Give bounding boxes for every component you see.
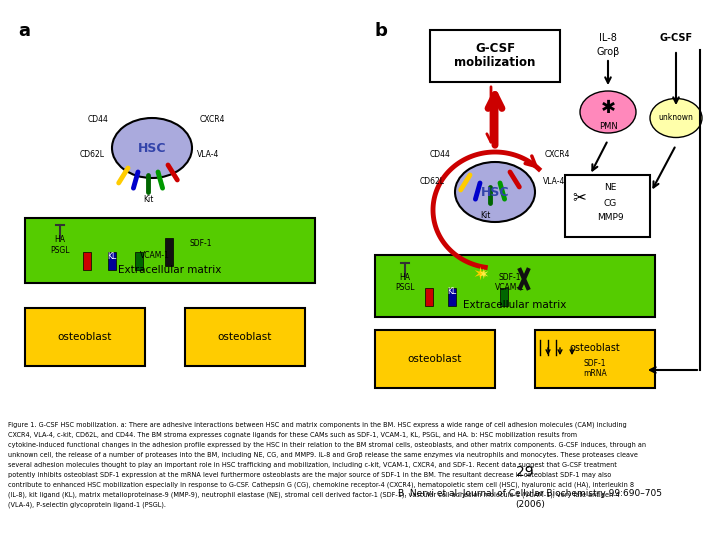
Bar xyxy=(375,330,495,388)
Text: osteoblast: osteoblast xyxy=(408,354,462,364)
Text: unknown: unknown xyxy=(659,113,693,123)
Text: CXCR4: CXCR4 xyxy=(545,151,570,159)
Text: several adhesion molecules thought to play an important role in HSC trafficking : several adhesion molecules thought to pl… xyxy=(8,462,617,468)
Text: mobilization: mobilization xyxy=(454,57,536,70)
Text: osteoblast: osteoblast xyxy=(218,332,272,342)
Text: SDF-1: SDF-1 xyxy=(499,273,521,282)
Bar xyxy=(500,288,508,306)
Text: CD62L: CD62L xyxy=(80,151,105,159)
Bar xyxy=(425,288,433,306)
Text: B. Nervi et al. Journal of Cellular Biochemistry 99:690–705: B. Nervi et al. Journal of Cellular Bioc… xyxy=(398,489,662,497)
Text: CD44: CD44 xyxy=(429,151,450,159)
Text: CD62L: CD62L xyxy=(420,178,445,186)
Text: PSGL: PSGL xyxy=(395,284,415,293)
Text: mRNA: mRNA xyxy=(583,368,607,377)
Text: SDF-1: SDF-1 xyxy=(584,359,606,368)
Text: HA: HA xyxy=(55,235,66,245)
Bar xyxy=(108,252,116,270)
Bar xyxy=(565,175,650,237)
Text: unknown cell, the release of a number of proteases into the BM, including NE, CG: unknown cell, the release of a number of… xyxy=(8,452,638,458)
Text: ✱: ✱ xyxy=(600,99,616,117)
Text: (IL-8), kit ligand (KL), matrix metalloproteinase-9 (MMP-9), neutrophil elastase: (IL-8), kit ligand (KL), matrix metallop… xyxy=(8,492,620,498)
Text: b: b xyxy=(375,22,388,40)
Text: VLA-4: VLA-4 xyxy=(197,151,220,159)
Text: SDF-1: SDF-1 xyxy=(190,239,212,247)
Text: IL-8: IL-8 xyxy=(599,33,617,43)
Text: Figure 1. G-CSF HSC mobilization. a: There are adhesive interactions between HSC: Figure 1. G-CSF HSC mobilization. a: The… xyxy=(8,422,626,429)
Text: G-CSF: G-CSF xyxy=(660,33,693,43)
Text: Groβ: Groβ xyxy=(596,47,620,57)
Text: G-CSF: G-CSF xyxy=(475,42,515,55)
Text: HA: HA xyxy=(400,273,410,282)
Text: VCAM-1: VCAM-1 xyxy=(140,251,170,260)
Text: VCAM-1: VCAM-1 xyxy=(495,284,525,293)
Circle shape xyxy=(580,91,636,133)
Text: MMP9: MMP9 xyxy=(597,213,624,222)
Text: CD44: CD44 xyxy=(87,116,108,125)
Text: potently inhibits osteoblast SDF-1 expression at the mRNA level furthermore oste: potently inhibits osteoblast SDF-1 expre… xyxy=(8,472,611,478)
Bar xyxy=(25,218,315,283)
Text: CXCR4: CXCR4 xyxy=(200,116,225,125)
Text: PSGL: PSGL xyxy=(50,246,70,254)
Text: CXCR4, VLA-4, c-kit, CD62L, and CD44. The BM stroma expresses cognate ligands fo: CXCR4, VLA-4, c-kit, CD62L, and CD44. Th… xyxy=(8,432,577,438)
Text: 29: 29 xyxy=(516,465,534,479)
Bar xyxy=(375,255,655,317)
Text: CG: CG xyxy=(603,199,616,207)
Text: PMN: PMN xyxy=(598,122,617,131)
Text: HSC: HSC xyxy=(481,186,509,199)
Circle shape xyxy=(650,98,702,138)
Text: (2006): (2006) xyxy=(515,501,545,510)
Text: ✶: ✶ xyxy=(472,266,487,284)
Text: Kit: Kit xyxy=(480,211,490,219)
Bar xyxy=(448,288,456,306)
Bar xyxy=(83,252,91,270)
Text: KL: KL xyxy=(447,287,456,296)
Bar xyxy=(185,308,305,366)
Text: KL: KL xyxy=(107,253,117,261)
Bar xyxy=(430,30,560,82)
Text: cytokine-induced functional changes in the adhesion profile expressed by the HSC: cytokine-induced functional changes in t… xyxy=(8,442,646,448)
Bar xyxy=(25,308,145,366)
Text: contribute to enhanced HSC mobilization especially in response to G-CSF. Catheps: contribute to enhanced HSC mobilization … xyxy=(8,482,634,489)
Text: VLA-4: VLA-4 xyxy=(543,178,565,186)
Text: Kit: Kit xyxy=(143,195,153,205)
Text: HSC: HSC xyxy=(138,141,166,154)
Text: osteoblast: osteoblast xyxy=(58,332,112,342)
Text: Extracellular matrix: Extracellular matrix xyxy=(118,265,222,275)
Text: a: a xyxy=(18,22,30,40)
Circle shape xyxy=(455,162,535,222)
Text: (VLA-4), P-selectin glycoprotein ligand-1 (PSGL).: (VLA-4), P-selectin glycoprotein ligand-… xyxy=(8,502,166,509)
Text: ✶: ✶ xyxy=(478,268,490,282)
Circle shape xyxy=(112,118,192,178)
Text: osteoblast: osteoblast xyxy=(570,343,621,353)
Text: ✂: ✂ xyxy=(572,188,586,206)
Bar xyxy=(165,238,173,266)
Bar xyxy=(535,330,655,388)
Text: NE: NE xyxy=(604,184,616,192)
Text: Extracellular matrix: Extracellular matrix xyxy=(463,300,567,310)
Bar xyxy=(135,252,143,270)
